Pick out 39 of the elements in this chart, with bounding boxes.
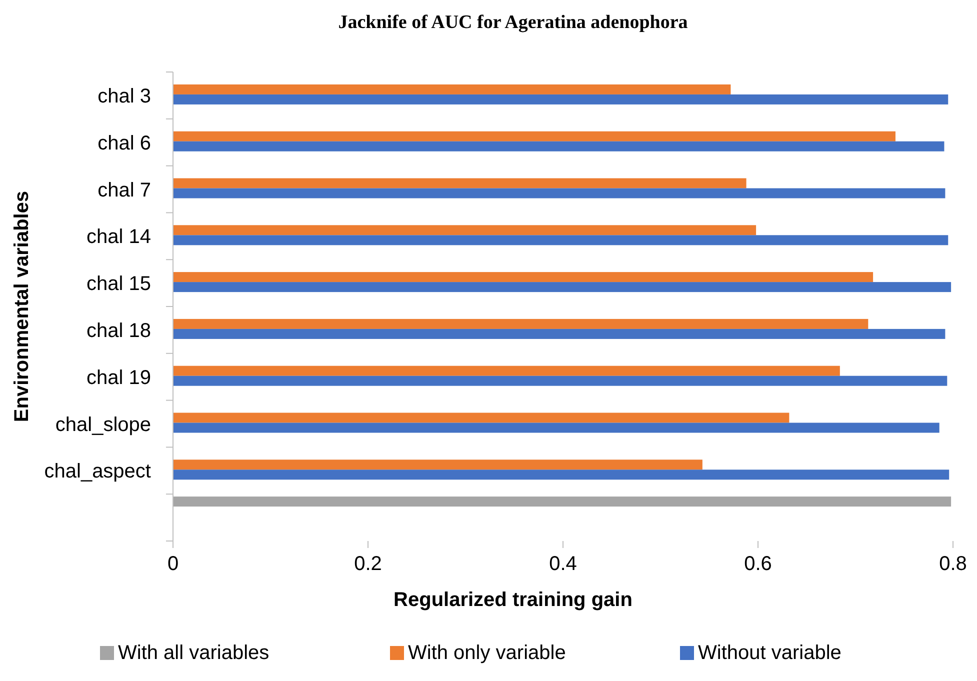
y-tick-label: chal_aspect <box>44 460 152 483</box>
legend-label: With only variable <box>408 642 566 664</box>
bar <box>173 188 946 198</box>
bar <box>173 141 944 152</box>
bar <box>173 272 874 282</box>
y-tick-label: chal 6 <box>98 132 151 154</box>
x-tick-label: 0.2 <box>354 553 382 575</box>
bar <box>173 366 840 376</box>
x-tick-label: 0.4 <box>549 553 577 575</box>
bar <box>173 422 940 433</box>
bar <box>173 225 756 236</box>
y-tick-label: chal 18 <box>86 320 151 342</box>
bar <box>173 496 952 507</box>
bar <box>173 470 950 480</box>
x-tick-label: 0.6 <box>744 553 772 575</box>
bar <box>173 328 946 339</box>
bar <box>173 376 948 386</box>
legend-label: With all variables <box>118 642 270 664</box>
chart-title: Jacknife of AUC for Ageratina adenophora <box>338 12 688 33</box>
y-tick-label: chal 3 <box>98 85 151 108</box>
y-tick-label: chal_slope <box>55 414 151 436</box>
bar <box>173 282 952 292</box>
y-tick-label: chal 19 <box>86 366 151 389</box>
y-tick-label: chal 7 <box>98 179 151 202</box>
bar <box>173 131 896 142</box>
bar <box>173 235 948 246</box>
bar <box>173 84 731 94</box>
bar <box>173 412 790 423</box>
x-axis-title: Regularized training gain <box>394 589 632 611</box>
y-tick-label: chal 15 <box>86 273 151 296</box>
bar <box>173 178 746 188</box>
x-tick-label: 0.8 <box>939 553 967 575</box>
bar <box>173 318 868 329</box>
legend-label: Without variable <box>698 642 842 664</box>
x-tick-label: 0 <box>167 553 179 575</box>
bar <box>173 460 702 470</box>
y-axis-title: Environmental variables <box>11 190 33 422</box>
bar <box>173 94 948 104</box>
y-tick-label: chal 14 <box>86 226 151 248</box>
